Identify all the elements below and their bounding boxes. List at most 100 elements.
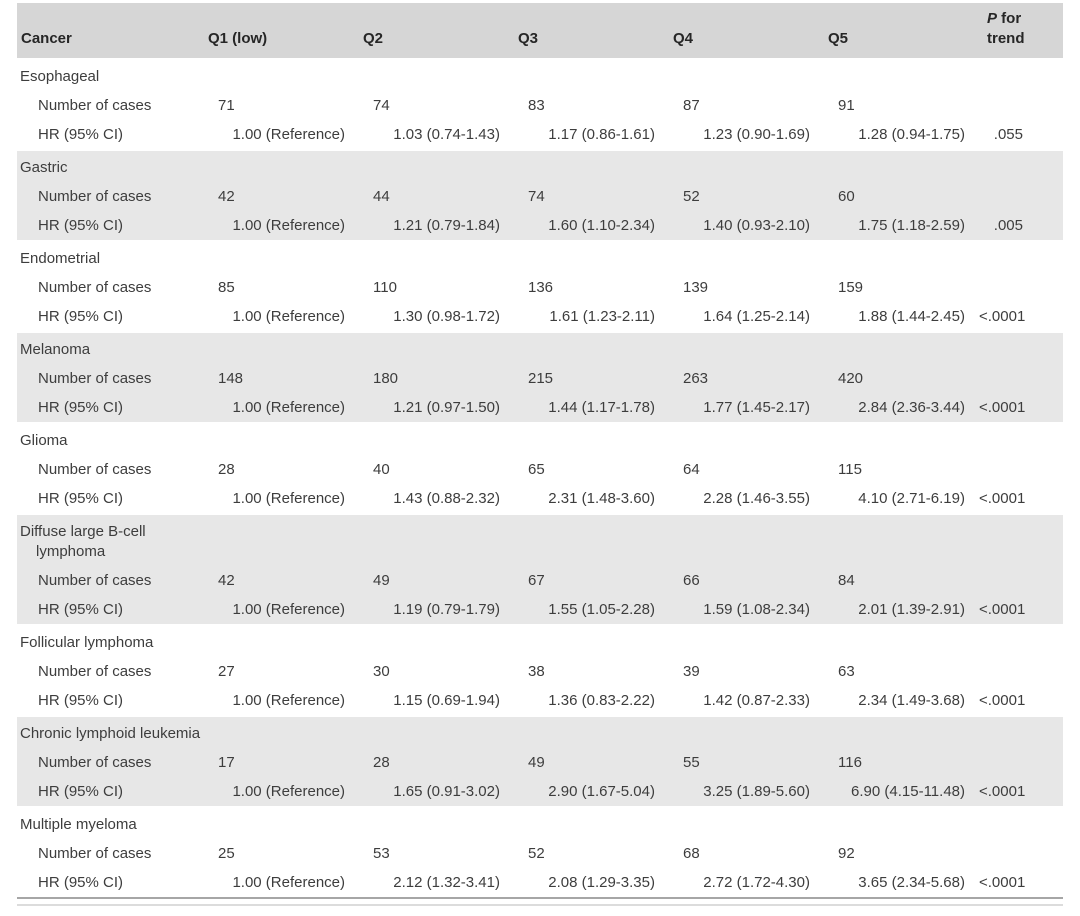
cases-value-cell: 420 bbox=[824, 364, 979, 393]
hr-value-cell: 3.25 (1.89-5.60) bbox=[669, 777, 824, 807]
empty-cell bbox=[824, 58, 979, 91]
empty-cell bbox=[669, 806, 824, 839]
empty-cell bbox=[204, 240, 359, 273]
empty-cell bbox=[824, 513, 979, 566]
row-label-cell: Number of cases bbox=[17, 455, 204, 484]
cancer-group-row: Melanoma bbox=[17, 331, 1063, 364]
p-trend-label: for trend bbox=[987, 10, 1025, 47]
cases-value-cell: 67 bbox=[514, 566, 669, 595]
cancer-group-row: Multiple myeloma bbox=[17, 806, 1063, 839]
cases-value-cell: 42 bbox=[204, 566, 359, 595]
hr-value-cell: 1.00 (Reference) bbox=[204, 211, 359, 241]
cases-row: Number of cases 27 30 38 39 63 bbox=[17, 657, 1063, 686]
row-label-cell: Number of cases bbox=[17, 273, 204, 302]
p-symbol: P bbox=[987, 10, 998, 27]
empty-cell bbox=[979, 364, 1063, 393]
cancer-name-cell: Multiple myeloma bbox=[17, 806, 204, 839]
cancer-risk-table-wrap: Cancer Q1 (low) Q2 Q3 Q4 Q5 P for trend … bbox=[17, 3, 1063, 906]
hr-value-cell: 2.01 (1.39-2.91) bbox=[824, 595, 979, 625]
empty-cell bbox=[204, 806, 359, 839]
cases-value-cell: 49 bbox=[514, 748, 669, 777]
empty-cell bbox=[204, 149, 359, 182]
cases-value-cell: 28 bbox=[359, 748, 514, 777]
cases-value-cell: 215 bbox=[514, 364, 669, 393]
empty-cell bbox=[979, 806, 1063, 839]
row-label-cell: HR (95% CI) bbox=[17, 302, 204, 332]
row-label-cell: HR (95% CI) bbox=[17, 211, 204, 241]
p-value-cell: <.0001 bbox=[979, 484, 1063, 514]
hr-row: HR (95% CI) 1.00 (Reference) 1.03 (0.74-1.… bbox=[17, 120, 1063, 150]
empty-cell bbox=[359, 331, 514, 364]
empty-cell bbox=[514, 58, 669, 91]
empty-cell bbox=[979, 91, 1063, 120]
hr-value-cell: 2.28 (1.46-3.55) bbox=[669, 484, 824, 514]
empty-cell bbox=[979, 513, 1063, 566]
cases-value-cell: 53 bbox=[359, 839, 514, 868]
col-header-p-trend: P for trend bbox=[979, 3, 1063, 60]
hr-row: HR (95% CI) 1.00 (Reference) 1.19 (0.79-1.… bbox=[17, 595, 1063, 625]
cases-value-cell: 25 bbox=[204, 839, 359, 868]
empty-cell bbox=[359, 624, 514, 657]
hr-value-cell: 1.19 (0.79-1.79) bbox=[359, 595, 514, 625]
hr-value-cell: 2.84 (2.36-3.44) bbox=[824, 393, 979, 423]
hr-value-cell: 1.21 (0.97-1.50) bbox=[359, 393, 514, 423]
empty-cell bbox=[514, 422, 669, 455]
empty-cell bbox=[669, 240, 824, 273]
row-label-cell: HR (95% CI) bbox=[17, 686, 204, 716]
empty-cell bbox=[359, 240, 514, 273]
cancer-group-row: Gastric bbox=[17, 149, 1063, 182]
cases-value-cell: 91 bbox=[824, 91, 979, 120]
empty-cell bbox=[979, 182, 1063, 211]
empty-cell bbox=[669, 715, 824, 748]
hr-value-cell: 1.61 (1.23-2.11) bbox=[514, 302, 669, 332]
p-value-cell: .005 bbox=[979, 211, 1063, 241]
cases-value-cell: 65 bbox=[514, 455, 669, 484]
cases-row: Number of cases 148 180 215 263 420 bbox=[17, 364, 1063, 393]
empty-cell bbox=[824, 624, 979, 657]
hr-value-cell: 6.90 (4.15-11.48) bbox=[824, 777, 979, 807]
cases-value-cell: 263 bbox=[669, 364, 824, 393]
empty-cell bbox=[979, 839, 1063, 868]
row-label-cell: Number of cases bbox=[17, 657, 204, 686]
cases-value-cell: 136 bbox=[514, 273, 669, 302]
cases-value-cell: 64 bbox=[669, 455, 824, 484]
empty-cell bbox=[669, 58, 824, 91]
cases-value-cell: 39 bbox=[669, 657, 824, 686]
empty-cell bbox=[979, 240, 1063, 273]
empty-cell bbox=[979, 624, 1063, 657]
cases-row: Number of cases 17 28 49 55 116 bbox=[17, 748, 1063, 777]
empty-cell bbox=[979, 715, 1063, 748]
empty-cell bbox=[514, 624, 669, 657]
cancer-name-cell: Glioma bbox=[17, 422, 204, 455]
cases-row: Number of cases 25 53 52 68 92 bbox=[17, 839, 1063, 868]
empty-cell bbox=[514, 149, 669, 182]
cases-value-cell: 148 bbox=[204, 364, 359, 393]
col-header-q5: Q5 bbox=[824, 3, 979, 60]
empty-cell bbox=[979, 331, 1063, 364]
hr-value-cell: 1.44 (1.17-1.78) bbox=[514, 393, 669, 423]
hr-row: HR (95% CI) 1.00 (Reference) 2.12 (1.32-3.… bbox=[17, 868, 1063, 899]
empty-cell bbox=[514, 240, 669, 273]
p-value-cell: <.0001 bbox=[979, 302, 1063, 332]
hr-value-cell: 1.65 (0.91-3.02) bbox=[359, 777, 514, 807]
hr-value-cell: 1.00 (Reference) bbox=[204, 686, 359, 716]
p-value-cell: <.0001 bbox=[979, 777, 1063, 807]
cancer-group-row: Diffuse large B-cell lymphoma bbox=[17, 513, 1063, 566]
empty-cell bbox=[824, 806, 979, 839]
p-value-cell: <.0001 bbox=[979, 868, 1063, 899]
empty-cell bbox=[359, 149, 514, 182]
hr-value-cell: 1.30 (0.98-1.72) bbox=[359, 302, 514, 332]
cancer-name-cell: Diffuse large B-cell lymphoma bbox=[17, 513, 204, 566]
empty-cell bbox=[824, 331, 979, 364]
hr-value-cell: 2.72 (1.72-4.30) bbox=[669, 868, 824, 899]
row-label-cell: HR (95% CI) bbox=[17, 777, 204, 807]
row-label-cell: HR (95% CI) bbox=[17, 868, 204, 899]
cancer-risk-table: Cancer Q1 (low) Q2 Q3 Q4 Q5 P for trend … bbox=[17, 3, 1063, 899]
row-label-cell: Number of cases bbox=[17, 364, 204, 393]
cases-value-cell: 116 bbox=[824, 748, 979, 777]
cases-value-cell: 27 bbox=[204, 657, 359, 686]
hr-value-cell: 1.42 (0.87-2.33) bbox=[669, 686, 824, 716]
cases-value-cell: 28 bbox=[204, 455, 359, 484]
hr-value-cell: 1.28 (0.94-1.75) bbox=[824, 120, 979, 150]
hr-value-cell: 2.12 (1.32-3.41) bbox=[359, 868, 514, 899]
